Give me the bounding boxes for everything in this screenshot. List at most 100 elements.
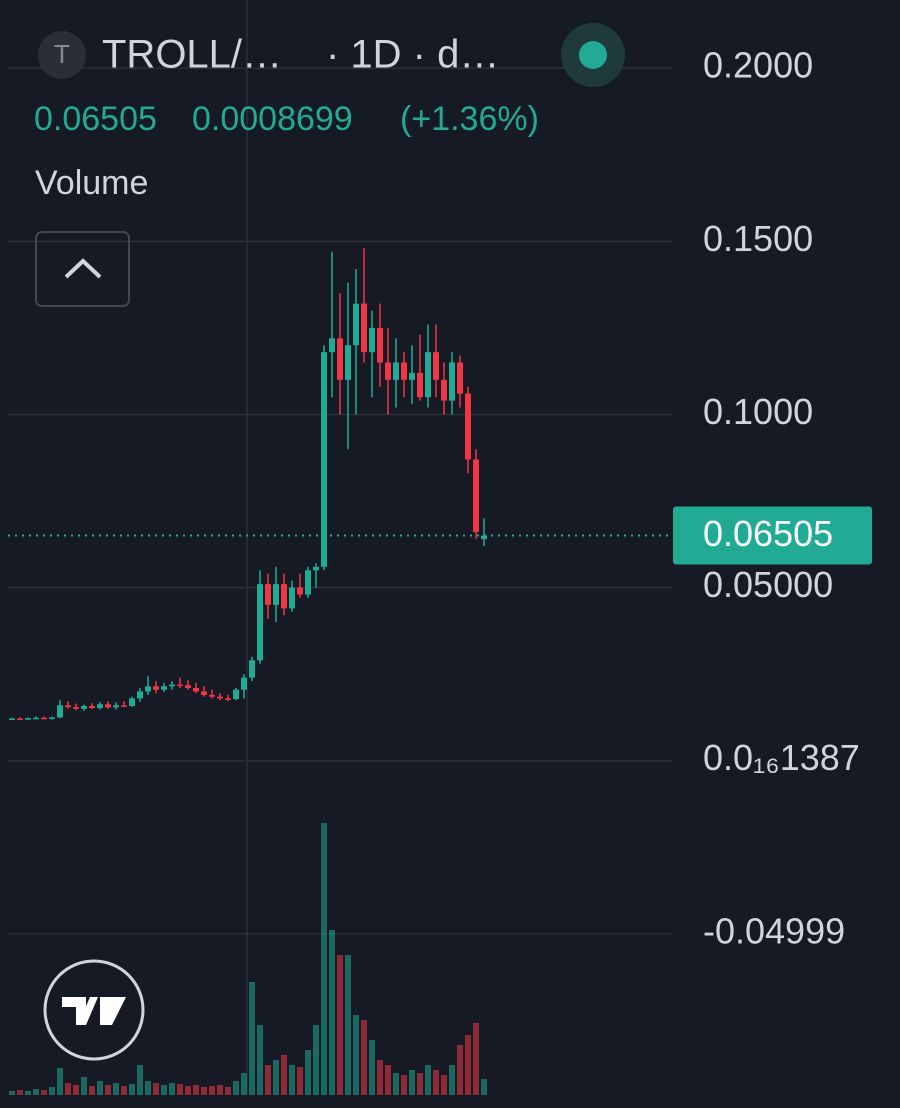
last-price-label: 0.06505 bbox=[703, 513, 833, 554]
volume-bar bbox=[33, 1089, 39, 1095]
volume-bar bbox=[457, 1045, 463, 1095]
volume-bar bbox=[97, 1081, 103, 1095]
volume-bar bbox=[73, 1085, 79, 1095]
candle-body bbox=[441, 379, 447, 401]
volume-bar bbox=[25, 1091, 31, 1095]
volume-pane bbox=[9, 823, 487, 1095]
interval[interactable]: · 1D · d… bbox=[326, 33, 499, 77]
candle-body bbox=[409, 372, 415, 380]
volume-bar bbox=[393, 1073, 399, 1095]
candle-body bbox=[25, 718, 31, 720]
volume-bar bbox=[449, 1065, 455, 1095]
candle-body bbox=[393, 362, 399, 380]
y-tick-label: 0.05000 bbox=[703, 564, 833, 605]
candle-body bbox=[153, 686, 159, 690]
candle-body bbox=[185, 685, 191, 688]
volume-bar bbox=[89, 1086, 95, 1095]
last-price-box bbox=[673, 506, 872, 565]
volume-bar bbox=[177, 1084, 183, 1095]
candle-body bbox=[201, 691, 207, 695]
volume-bar bbox=[377, 1060, 383, 1095]
price-axis: 0.2000 0.1500 0.1000 0.05000 0.0₁₆1387 -0.049… bbox=[703, 45, 860, 952]
candle-body bbox=[369, 327, 375, 353]
summary-percent: (+1.36%) bbox=[400, 100, 539, 138]
candles bbox=[9, 248, 487, 720]
candle-body bbox=[105, 704, 111, 708]
volume-bar bbox=[153, 1083, 159, 1095]
summary-change: 0.0008699 bbox=[192, 100, 353, 138]
volume-bar bbox=[297, 1067, 303, 1095]
volume-legend: Volume bbox=[35, 164, 148, 202]
candle-body bbox=[225, 698, 231, 700]
candle-body bbox=[313, 566, 319, 571]
volume-bar bbox=[401, 1075, 407, 1095]
volume-bar bbox=[369, 1040, 375, 1095]
volume-bar bbox=[17, 1090, 23, 1095]
candle-body bbox=[177, 684, 183, 687]
volume-bar bbox=[105, 1085, 111, 1095]
candle-body bbox=[305, 570, 311, 595]
volume-bar bbox=[441, 1075, 447, 1095]
volume-bar bbox=[361, 1020, 367, 1095]
volume-bar bbox=[129, 1084, 135, 1095]
status-dot bbox=[579, 41, 607, 69]
collapse-button[interactable] bbox=[35, 231, 130, 307]
volume-bar bbox=[321, 823, 327, 1095]
volume-bar bbox=[81, 1077, 87, 1095]
candle-body bbox=[337, 338, 343, 380]
volume-bar bbox=[417, 1073, 423, 1095]
candle-body bbox=[193, 687, 199, 692]
logo-mark bbox=[62, 997, 126, 1025]
logo[interactable] bbox=[43, 959, 145, 1061]
volume-bar bbox=[49, 1087, 55, 1095]
candle-body bbox=[97, 704, 103, 709]
y-tick-label: 0.1500 bbox=[703, 218, 813, 259]
volume-bar bbox=[425, 1065, 431, 1095]
candle-body bbox=[297, 587, 303, 595]
candle-body bbox=[89, 706, 95, 709]
candle-body bbox=[33, 717, 39, 720]
candle-body bbox=[249, 660, 255, 678]
volume-bar bbox=[337, 955, 343, 1095]
volume-bar bbox=[353, 1015, 359, 1095]
volume-bar bbox=[265, 1065, 271, 1095]
candle-body bbox=[265, 584, 271, 605]
candle-body bbox=[465, 393, 471, 460]
volume-bar bbox=[225, 1087, 231, 1095]
volume-bar bbox=[193, 1085, 199, 1095]
volume-bar bbox=[201, 1087, 207, 1095]
volume-bar bbox=[473, 1023, 479, 1095]
volume-bar bbox=[169, 1083, 175, 1095]
volume-bar bbox=[57, 1068, 63, 1095]
volume-bar bbox=[241, 1073, 247, 1095]
symbol-icon bbox=[38, 31, 86, 79]
candle-body bbox=[73, 707, 79, 709]
volume-bar bbox=[9, 1091, 15, 1095]
symbol-title[interactable]: TROLL/… bbox=[102, 33, 282, 77]
candle-body bbox=[241, 677, 247, 690]
candle-body bbox=[377, 327, 383, 363]
candle-body bbox=[481, 535, 487, 540]
volume-bar bbox=[465, 1035, 471, 1095]
candle-body bbox=[145, 686, 151, 692]
candle-body bbox=[361, 303, 367, 353]
candle-body bbox=[41, 717, 47, 720]
candle-body bbox=[209, 694, 215, 697]
volume-bar bbox=[305, 1050, 311, 1095]
volume-bar bbox=[113, 1083, 119, 1095]
candle-body bbox=[473, 459, 479, 533]
candle-body bbox=[417, 372, 423, 398]
candle-body bbox=[49, 717, 55, 719]
volume-bar bbox=[137, 1065, 143, 1095]
candle-body bbox=[353, 303, 359, 346]
volume-bar bbox=[217, 1085, 223, 1095]
volume-bar bbox=[481, 1079, 487, 1095]
y-tick-label: 0.0₁₆1387 bbox=[703, 737, 860, 778]
volume-bar bbox=[209, 1086, 215, 1095]
chevron-up bbox=[64, 258, 102, 279]
symbol-icon-letter: T bbox=[54, 39, 70, 69]
candle-body bbox=[449, 362, 455, 401]
candle-body bbox=[233, 689, 239, 700]
y-tick-label: 0.1000 bbox=[703, 391, 813, 432]
